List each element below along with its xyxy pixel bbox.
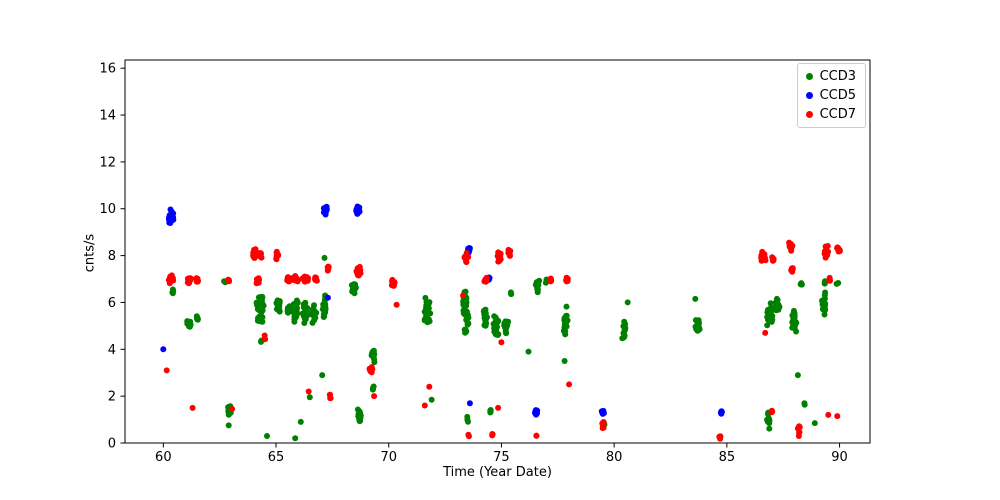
svg-text:80: 80: [606, 450, 623, 465]
svg-text:75: 75: [493, 450, 510, 465]
svg-text:60: 60: [155, 450, 172, 465]
ccd5-marker-icon: [805, 92, 813, 99]
ccd3-marker-icon: [805, 73, 813, 80]
svg-text:14: 14: [99, 109, 116, 124]
legend-label-ccd5: CCD5: [819, 88, 856, 103]
svg-text:16: 16: [99, 62, 116, 77]
svg-text:90: 90: [831, 450, 848, 465]
legend-item-ccd3: CCD3: [805, 69, 856, 84]
svg-text:8: 8: [108, 249, 116, 264]
legend-item-ccd5: CCD5: [805, 88, 856, 103]
svg-text:4: 4: [108, 343, 116, 358]
legend-item-ccd7: CCD7: [805, 107, 856, 122]
x-axis-label: Time (Year Date): [443, 465, 552, 480]
svg-text:0: 0: [108, 437, 116, 452]
svg-text:85: 85: [719, 450, 736, 465]
legend: CCD3 CCD5 CCD7: [796, 63, 866, 128]
svg-text:2: 2: [108, 390, 116, 405]
legend-label-ccd7: CCD7: [819, 107, 856, 122]
svg-text:6: 6: [108, 296, 116, 311]
ccd7-marker-icon: [805, 111, 813, 118]
svg-text:65: 65: [268, 450, 285, 465]
svg-text:12: 12: [99, 155, 116, 170]
svg-text:10: 10: [99, 202, 116, 217]
svg-text:70: 70: [380, 450, 397, 465]
y-axis-label: cnts/s: [82, 233, 98, 273]
legend-label-ccd3: CCD3: [819, 69, 856, 84]
